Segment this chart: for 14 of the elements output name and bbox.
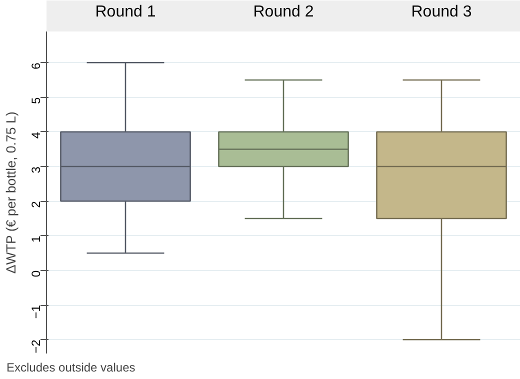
x-tick-label: Round 3 bbox=[411, 4, 472, 20]
x-tick-label: Round 1 bbox=[95, 4, 156, 20]
y-axis-title: ΔWTP (€ per bottle, 0.75 L) bbox=[4, 112, 18, 274]
y-tick-label: 6 bbox=[29, 62, 43, 70]
x-tick-label: Round 2 bbox=[253, 4, 314, 20]
y-tick-label: 4 bbox=[29, 132, 43, 139]
y-tick-label: −2 bbox=[29, 339, 43, 354]
y-tick-label: −1 bbox=[29, 304, 43, 319]
y-tick-label: 0 bbox=[29, 270, 43, 278]
y-tick-label: 3 bbox=[29, 166, 43, 174]
y-tick-label: 1 bbox=[29, 235, 43, 242]
y-tick-label: 5 bbox=[29, 96, 43, 104]
text: Excludes outside values bbox=[6, 360, 136, 374]
y-tick-label: 2 bbox=[29, 200, 43, 208]
